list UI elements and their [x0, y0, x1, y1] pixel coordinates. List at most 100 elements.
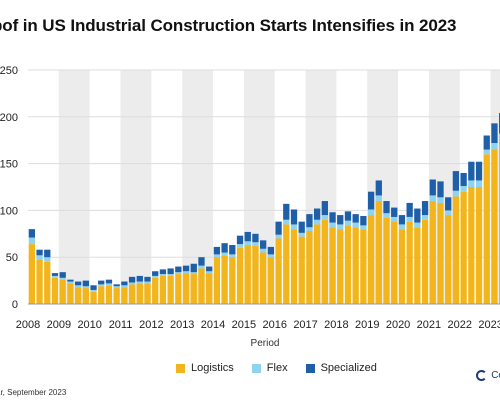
bar-logistics [74, 287, 82, 304]
y-tick-label: 0 [12, 299, 18, 311]
bar-specialized [414, 208, 421, 223]
bar-flex [344, 220, 352, 226]
year-band [120, 70, 152, 304]
x-tick-label: 2021 [417, 319, 441, 331]
bar-specialized [406, 202, 413, 217]
bar-specialized [144, 276, 151, 282]
bar-specialized [375, 180, 382, 196]
bar-specialized [290, 209, 298, 225]
bar-logistics [445, 215, 452, 304]
bar-logistics [244, 245, 251, 304]
bar-specialized [275, 221, 282, 235]
bar-logistics [475, 187, 483, 304]
x-tick-label: 2019 [355, 319, 379, 331]
bar-logistics [136, 283, 143, 304]
bar-specialized [98, 280, 105, 285]
year-band [182, 70, 214, 304]
bar-flex [144, 281, 151, 284]
bar-specialized [252, 233, 259, 243]
bar-specialized [491, 123, 498, 144]
bar-specialized [306, 214, 313, 228]
bar-logistics [468, 187, 475, 304]
bar-flex [391, 216, 398, 222]
bar-flex [483, 149, 490, 155]
bar-specialized [445, 197, 452, 211]
bar-flex [491, 143, 498, 150]
bar-flex [244, 241, 251, 246]
bar-specialized [398, 215, 406, 225]
bar-logistics [28, 244, 36, 304]
bar-flex [121, 285, 128, 288]
bar-flex [260, 248, 267, 253]
bar-logistics [252, 245, 259, 304]
bar-logistics [59, 279, 66, 304]
bar-logistics [360, 229, 367, 304]
bar-specialized [437, 181, 444, 198]
x-tick-label: 2010 [77, 319, 101, 331]
legend-item-logistics: Logistics [176, 362, 234, 374]
bar-flex [290, 224, 298, 230]
bar-flex [236, 244, 244, 248]
bar-specialized [352, 214, 359, 223]
bar-specialized [105, 279, 113, 284]
y-tick-label: 50 [6, 252, 18, 264]
bar-logistics [375, 201, 382, 304]
bar-logistics [406, 221, 413, 304]
bar-specialized [36, 249, 43, 256]
bar-flex [28, 237, 36, 245]
bar-specialized [121, 281, 128, 286]
bar-logistics [167, 275, 174, 304]
bar-specialized [182, 265, 190, 272]
bar-flex [360, 225, 367, 230]
bar-flex [44, 257, 51, 262]
bar-logistics [437, 202, 444, 304]
y-tick-label: 100 [0, 205, 18, 217]
bar-specialized [59, 272, 66, 278]
bar-logistics [313, 224, 321, 304]
bar-specialized [298, 221, 305, 233]
bar-flex [128, 282, 136, 285]
bar-logistics [182, 273, 190, 304]
bar-flex [283, 219, 290, 225]
bar-flex [190, 272, 197, 275]
x-tick-label: 2008 [16, 319, 40, 331]
bar-specialized [167, 268, 174, 275]
bar-flex [475, 180, 483, 187]
logo-icon [476, 370, 488, 381]
source-note: ar, September 2023 [0, 388, 67, 397]
bar-specialized [190, 263, 197, 273]
bar-logistics [275, 238, 282, 304]
bar-logistics [36, 260, 43, 304]
bar-specialized [391, 207, 398, 217]
x-tick-label: 2017 [293, 319, 317, 331]
bar-logistics [337, 229, 344, 304]
bar-specialized [136, 275, 143, 282]
bar-logistics [128, 284, 136, 304]
legend-swatch-flex [251, 363, 261, 373]
bar-specialized [337, 215, 344, 225]
bar-specialized [321, 201, 328, 216]
bar-flex [460, 186, 467, 192]
bar-specialized [198, 257, 205, 266]
bar-logistics [82, 288, 89, 304]
bar-flex [437, 197, 444, 203]
bar-flex [105, 283, 113, 286]
year-band [58, 70, 90, 304]
bar-specialized [421, 201, 429, 216]
bar-flex [421, 215, 429, 220]
bar-flex [159, 274, 167, 276]
x-tick-label: 2022 [448, 319, 472, 331]
bar-flex [113, 286, 120, 289]
bar-specialized [313, 208, 321, 220]
bar-flex [136, 281, 143, 284]
bar-logistics [329, 227, 336, 304]
legend-label-specialized: Specialized [320, 362, 377, 374]
bar-flex [175, 272, 182, 275]
bar-logistics [190, 274, 197, 304]
bar-logistics [152, 277, 159, 304]
bar-specialized [452, 171, 460, 191]
bar-logistics [221, 255, 228, 304]
bar-specialized [344, 211, 352, 221]
bar-specialized [475, 161, 483, 181]
bar-flex [51, 275, 59, 278]
